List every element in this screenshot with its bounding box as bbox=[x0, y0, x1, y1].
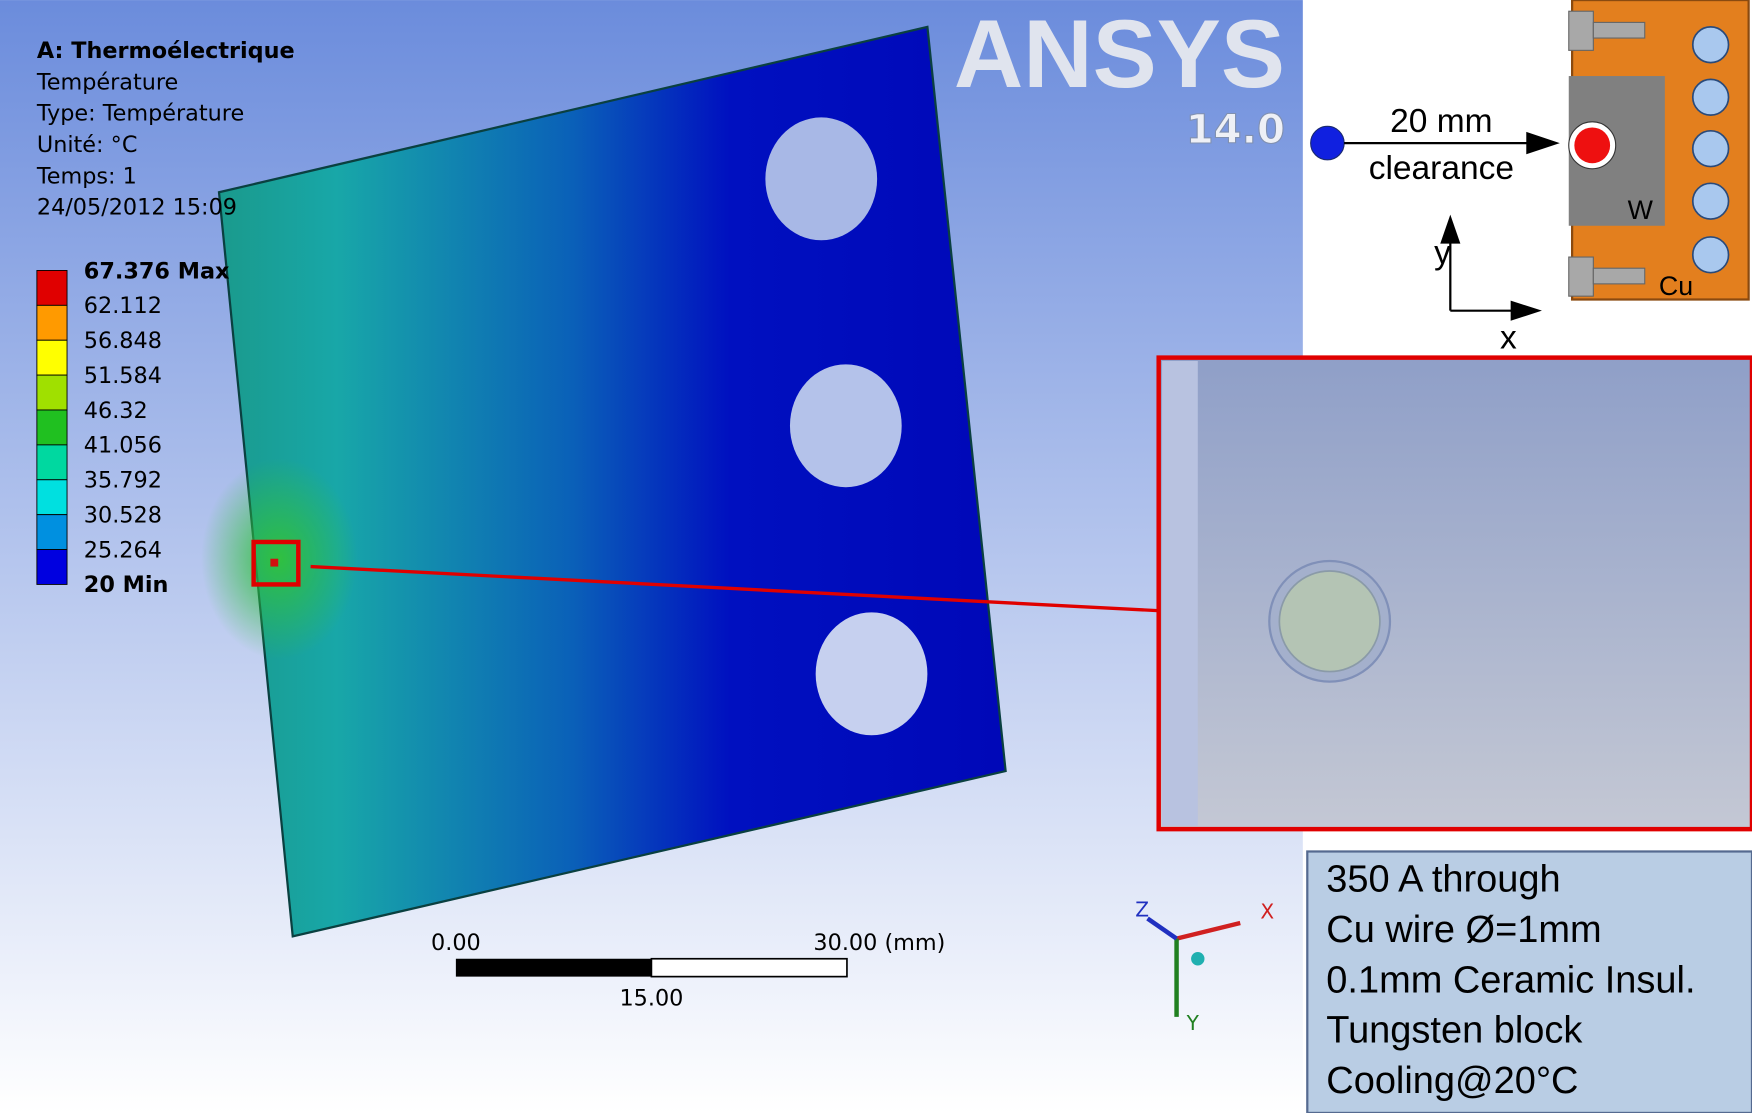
result-info: Type: Température bbox=[36, 101, 244, 127]
zoom-edge bbox=[1162, 361, 1198, 826]
legend-swatch bbox=[37, 305, 67, 340]
triad-point bbox=[1191, 952, 1204, 965]
plate-label: Cu bbox=[1659, 271, 1693, 301]
legend-swatch bbox=[37, 445, 67, 480]
hole bbox=[765, 117, 877, 240]
legend-swatch bbox=[37, 375, 67, 410]
result-info: 24/05/2012 15:09 bbox=[37, 195, 237, 221]
note-line: Tungsten block bbox=[1326, 1010, 1583, 1052]
legend-swatch bbox=[37, 515, 67, 550]
arrow-head bbox=[1511, 301, 1542, 321]
legend-label: 46.32 bbox=[84, 398, 148, 424]
axis-label: x bbox=[1500, 320, 1517, 357]
hole bbox=[816, 612, 928, 735]
bolt bbox=[1569, 257, 1594, 296]
scale-label: 0.00 bbox=[431, 930, 481, 956]
cooling-channel bbox=[1693, 131, 1729, 167]
legend-swatch bbox=[37, 410, 67, 445]
distance-label: clearance bbox=[1369, 150, 1514, 187]
cooling-channel bbox=[1693, 183, 1729, 219]
scale-label: 15.00 bbox=[619, 986, 683, 1012]
legend-label: 35.792 bbox=[84, 468, 162, 494]
bolt bbox=[1593, 268, 1644, 284]
legend-swatch bbox=[37, 550, 67, 585]
legend-label: 25.264 bbox=[84, 537, 162, 563]
legend-label: 62.112 bbox=[84, 293, 162, 319]
wire bbox=[1279, 571, 1380, 672]
bolt bbox=[1593, 22, 1644, 38]
legend-label: 41.056 bbox=[84, 433, 162, 459]
logo: ANSYS bbox=[954, 1, 1285, 108]
result-info: Temps: 1 bbox=[36, 163, 137, 189]
legend-label: 56.848 bbox=[84, 328, 162, 354]
logo-version: 14.0 bbox=[1186, 107, 1285, 153]
scale-bar bbox=[456, 959, 652, 977]
zoom-view bbox=[1159, 358, 1752, 830]
triad-label: Y bbox=[1186, 1011, 1200, 1035]
cooling-channel bbox=[1693, 237, 1729, 273]
legend-swatch bbox=[37, 340, 67, 375]
legend-swatch bbox=[37, 270, 67, 305]
note-line: Cu wire Ø=1mm bbox=[1326, 909, 1601, 951]
hole bbox=[790, 364, 902, 487]
legend-label: 67.376 Max bbox=[84, 258, 230, 284]
note-line: 0.1mm Ceramic Insul. bbox=[1326, 959, 1695, 1001]
result-info: Température bbox=[36, 69, 178, 95]
block-label: W bbox=[1628, 195, 1654, 225]
reference-wire bbox=[1311, 126, 1345, 160]
legend-label: 51.584 bbox=[84, 363, 162, 389]
note-line: 350 A through bbox=[1326, 859, 1560, 901]
note-line: Cooling@20°C bbox=[1326, 1060, 1578, 1102]
wire bbox=[270, 559, 278, 567]
arrow-head bbox=[1526, 132, 1560, 154]
scale-label: 30.00 (mm) bbox=[813, 930, 945, 956]
scale-bar bbox=[651, 959, 847, 977]
legend-swatch bbox=[37, 480, 67, 515]
axis-label: y bbox=[1434, 235, 1451, 272]
cooling-channel bbox=[1693, 27, 1729, 63]
hot-zone bbox=[201, 458, 357, 659]
result-title: A: Thermoélectrique bbox=[37, 38, 295, 64]
cooling-channel bbox=[1693, 79, 1729, 115]
screenshot: ANSYS 14.0 A: Thermoélectrique Températur… bbox=[0, 0, 1752, 1113]
legend-label: 20 Min bbox=[84, 572, 169, 598]
wire bbox=[1574, 127, 1610, 163]
legend-label: 30.528 bbox=[84, 502, 162, 528]
triad-label: Z bbox=[1135, 897, 1149, 921]
bolt bbox=[1569, 11, 1594, 50]
triad-label: X bbox=[1260, 900, 1274, 924]
result-info: Unité: °C bbox=[37, 132, 138, 158]
distance: 20 mm bbox=[1390, 103, 1492, 140]
